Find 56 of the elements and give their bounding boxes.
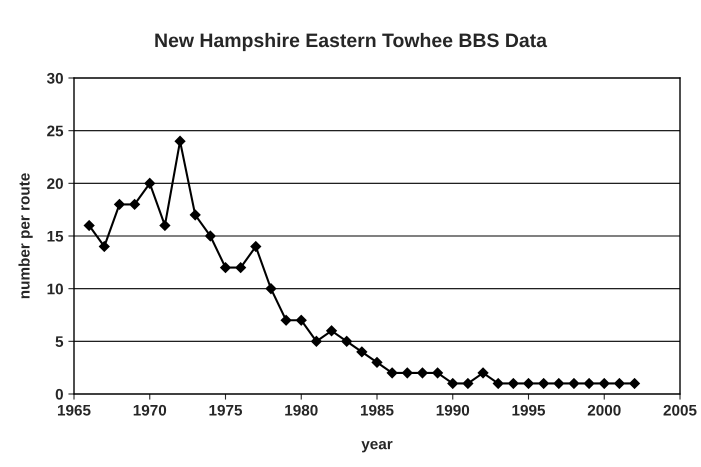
x-axis-title: year [361,440,392,452]
chart-title: New Hampshire Eastern Towhee BBS Data [155,32,548,52]
point [190,210,201,220]
point [584,378,595,389]
point [614,378,625,389]
point [538,378,550,389]
x-tick-label: 1965 [58,404,91,416]
point [386,368,398,378]
x-tick-label: 2000 [588,404,621,416]
point [266,283,276,294]
point [250,241,262,252]
point [356,346,368,358]
point [114,198,125,210]
point [629,378,640,389]
y-tick-label: 20 [47,178,63,190]
point [372,356,382,368]
x-tick-label: 1970 [134,404,166,416]
point [341,336,352,347]
x-tick-label: 2005 [664,404,697,416]
y-tick-label: 30 [46,72,63,84]
point [144,178,156,189]
point [98,241,110,252]
point [129,198,140,210]
y-tick-label: 15 [48,231,64,242]
x-tick-label: 1985 [360,404,394,416]
y-tick-label: 5 [56,336,64,348]
point [478,368,488,378]
point [462,378,474,389]
x-tick-label: 1990 [436,404,470,416]
point [326,325,337,336]
point [492,378,504,389]
point [447,378,458,389]
point [568,378,580,389]
point [280,314,292,326]
point [432,368,444,378]
point [402,368,413,378]
point [220,262,231,274]
x-tick-label: 1975 [209,404,242,416]
x-tick-label: 1980 [285,404,318,416]
point [235,262,246,274]
point [417,368,428,378]
point [174,136,186,147]
y-tick-label: 25 [47,126,64,136]
point [310,336,322,347]
point [204,230,216,242]
point [159,220,170,231]
point [598,378,610,389]
point [553,378,564,389]
y-axis-title: number per route [18,173,33,298]
point [508,378,519,389]
y-tick-label: 10 [48,284,63,294]
point [296,314,307,326]
x-tick-label: 1995 [512,404,546,416]
point [84,220,95,231]
y-tick-label: 0 [56,388,63,400]
point [523,378,534,389]
